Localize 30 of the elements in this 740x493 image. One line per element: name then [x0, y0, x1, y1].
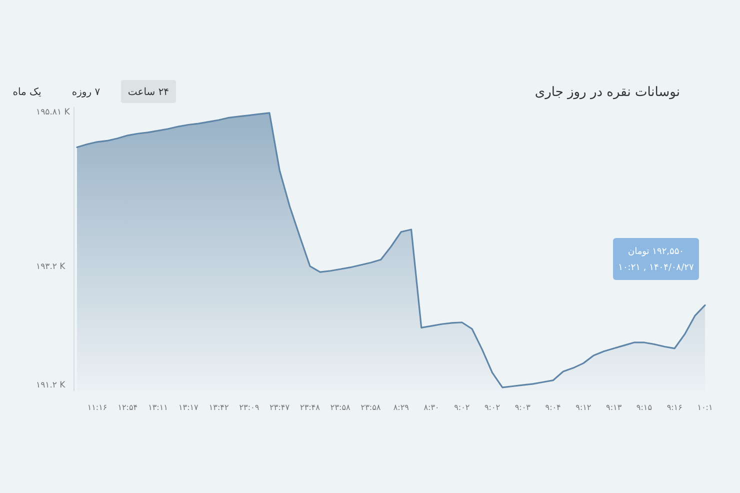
x-tick-label: ۲۳:۴۸: [300, 403, 321, 412]
y-tick-label: ۱۹۱.۲ K: [36, 380, 66, 390]
x-tick-label: ۱۰:۱: [697, 403, 713, 412]
x-tick-label: ۲۳:۴۷: [270, 403, 290, 412]
annotation: ۱۴۰۴/۰۸/۲۷ , ۱۰:۲۱: [618, 263, 694, 273]
x-tick-label: ۱۳:۴۲: [208, 403, 229, 412]
y-tick-label: ۱۹۵.۸۱ K: [36, 108, 70, 118]
x-tick-label: ۹:۱۲: [576, 403, 592, 412]
x-tick-label: ۱۳:۱۷: [178, 403, 200, 412]
x-tick-label: ۹:۰۳: [514, 403, 532, 412]
chart-title: نوسانات نقره در روز جاری: [534, 85, 680, 100]
annotation: ۱۹۲,۵۵۰ تومان: [628, 247, 684, 257]
x-tick-label: ۱۱:۱۶: [87, 403, 108, 412]
x-tick-label: ۲۳:۵۸: [360, 403, 382, 412]
x-tick-label: ۹:۰۲: [484, 403, 500, 412]
x-tick-label: ۹:۱۶: [666, 403, 682, 412]
x-tick-label: ۹:۱۳: [606, 403, 622, 412]
x-tick-label: ۸:۳۰: [424, 403, 440, 412]
text: ۲۴ ساعت: [128, 87, 170, 98]
x-tick-label: ۹:۰۲: [454, 403, 470, 412]
x-tick-label: ۱۲:۵۴: [118, 403, 138, 412]
x-tick-label: ۲۳:۰۹: [239, 403, 260, 412]
x-tick-label: ۲۳:۵۸: [330, 403, 351, 412]
text: ۷ روزه: [72, 87, 101, 98]
y-tick-label: ۱۹۳.۲ K: [36, 262, 66, 272]
x-tick-label: ۸:۲۹: [393, 403, 409, 412]
x-tick-label: ۹:۱۵: [636, 403, 652, 412]
x-tick-label: ۱۳:۱۱: [148, 403, 168, 412]
text: یک ماه: [12, 87, 42, 98]
x-tick-label: ۹:۰۴: [545, 403, 561, 412]
